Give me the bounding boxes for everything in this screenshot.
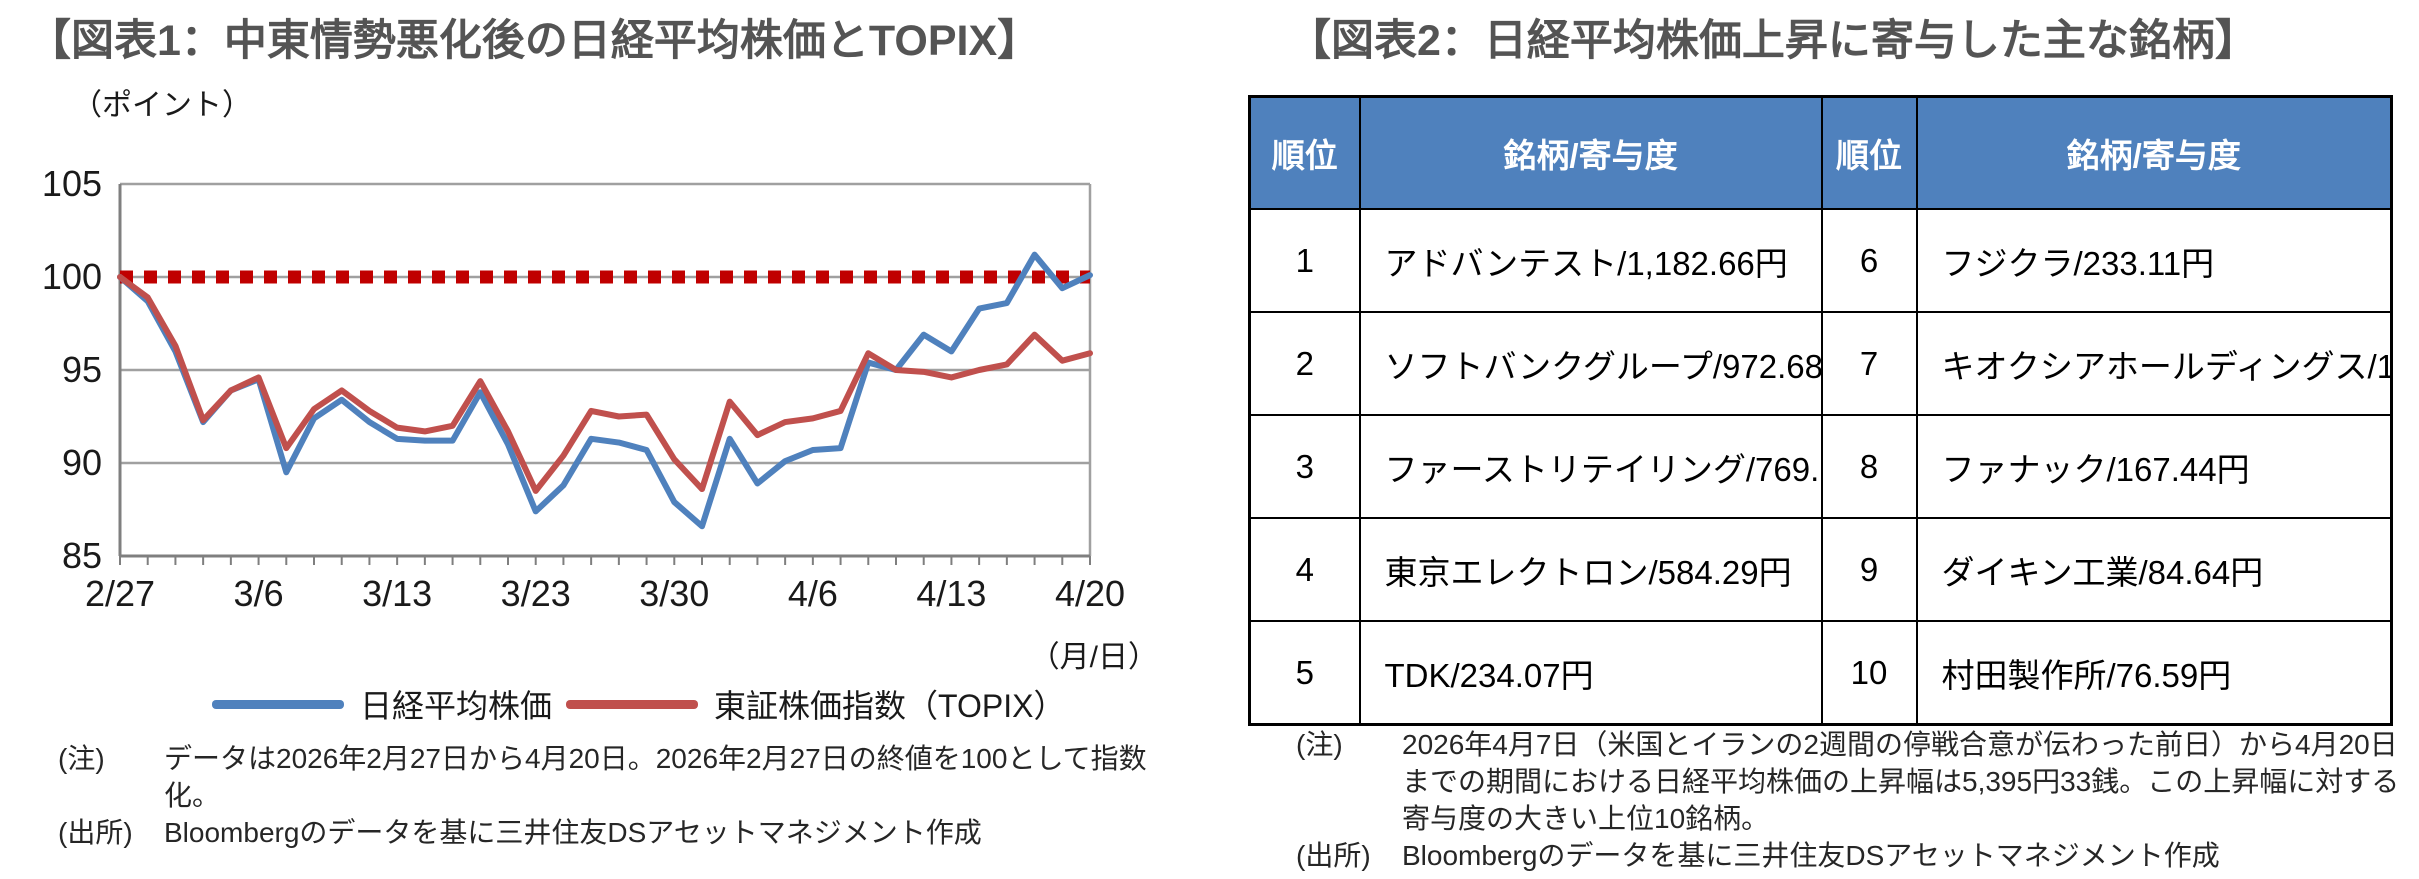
topix-line-swatch-icon [566,699,698,709]
figure2-source-text: Bloombergのデータを基に三井住友DSアセットマネジメント作成 [1402,840,2220,871]
stock-cell: TDK/234.07円 [1358,620,1823,726]
x-axis-tick-label: 2/27 [85,573,155,614]
stock-cell: ファーストリテイリング/769.13円 [1358,414,1823,519]
chart-legend: 日経平均株価 東証株価指数（TOPIX） [0,684,1160,724]
rank-cell: 9 [1820,517,1918,622]
figure2-notes: (注) 2026年4月7日（米国とイランの2週間の停戦合意が伝わった前日）から4… [1296,726,2408,874]
figure1-title: 【図表1：中東情勢悪化後の日経平均株価とTOPIX】 [28,17,1041,65]
stock-cell: フジクラ/233.11円 [1915,208,2393,313]
source-label: (出所) [1296,840,1371,871]
nikkei-topix-line-chart: 85 90 95 100 105 2/27 3/6 3/13 3/23 3/30 4/6 4/13 4/… [42,163,1125,614]
legend-item-nikkei: 日経平均株価 [212,684,552,724]
y-axis-tick-label: 100 [42,256,102,297]
note-label: (注) [1296,729,1343,760]
rank-cell: 1 [1248,208,1361,313]
figure1-note-text: データは2026年2月27日から4月20日。2026年2月27日の終値を100と… [164,743,1147,811]
stock-cell: ファナック/167.44円 [1915,414,2393,519]
contribution-ranking-table: 順位 銘柄/寄与度 順位 銘柄/寄与度 1 アドバンテスト/1,182.66円 6 フ… [1248,95,2393,726]
header-rank-right: 順位 [1820,95,1918,210]
x-axis-tick-label: 3/30 [639,573,709,614]
y-axis-tick-label: 90 [62,442,102,483]
y-axis-tick-label: 105 [42,163,102,204]
nikkei-line-swatch-icon [212,699,344,709]
rank-cell: 2 [1248,311,1361,416]
x-axis-tick-label: 4/6 [788,573,838,614]
x-axis-tick-label: 4/20 [1055,573,1125,614]
legend-label-topix: 東証株価指数（TOPIX） [714,688,1066,724]
y-axis-tick-label: 85 [62,535,102,576]
legend-item-topix: 東証株価指数（TOPIX） [566,684,1065,724]
rank-cell: 10 [1820,620,1918,726]
header-stock-left: 銘柄/寄与度 [1358,95,1823,210]
table-row: 5 TDK/234.07円 10 村田製作所/76.59円 [1248,620,2393,726]
stock-cell: 村田製作所/76.59円 [1915,620,2393,726]
header-stock-right: 銘柄/寄与度 [1915,95,2393,210]
rank-cell: 6 [1820,208,1918,313]
table-row: 1 アドバンテスト/1,182.66円 6 フジクラ/233.11円 [1248,208,2393,313]
y-axis-unit-label: （ポイント） [72,89,252,122]
table-header-row: 順位 銘柄/寄与度 順位 銘柄/寄与度 [1248,95,2393,210]
stock-cell: 東京エレクトロン/584.29円 [1358,517,1823,622]
table-row: 2ソフトバンクグループ/972.68円7キオクシアホールディングス/169.89… [1248,311,2393,416]
rank-cell: 8 [1820,414,1918,519]
rank-cell: 3 [1248,414,1361,519]
stock-cell: アドバンテスト/1,182.66円 [1358,208,1823,313]
x-axis-tick-label: 3/23 [501,573,571,614]
figure1-source-text: Bloombergのデータを基に三井住友DSアセットマネジメント作成 [164,817,982,848]
stock-cell: ソフトバンクグループ/972.68円 [1358,311,1823,416]
y-axis-tick-label: 95 [62,349,102,390]
source-label: (出所) [58,817,133,848]
rank-cell: 7 [1820,311,1918,416]
stock-cell: キオクシアホールディングス/169.89円 [1915,311,2393,416]
figure2-note-text: 2026年4月7日（米国とイランの2週間の停戦合意が伝わった前日）から4月20日… [1402,729,2400,834]
note-label: (注) [58,743,105,774]
x-axis-unit-label: （月/日） [1029,641,1158,674]
rank-cell: 5 [1248,620,1361,726]
nikkei-line [117,251,1093,530]
table-row: 4 東京エレクトロン/584.29円 9 ダイキン工業/84.64円 [1248,517,2393,622]
topix-line [117,274,1093,494]
figure1-notes: (注) データは2026年2月27日から4月20日。2026年2月27日の終値を… [58,740,1158,851]
x-axis-tick-label: 3/13 [362,573,432,614]
rank-cell: 4 [1248,517,1361,622]
figure2-title: 【図表2：日経平均株価上昇に寄与した主な銘柄】 [1288,17,2258,65]
stock-cell: ダイキン工業/84.64円 [1915,517,2393,622]
x-axis-tick-label: 4/13 [916,573,986,614]
legend-label-nikkei: 日経平均株価 [360,688,553,724]
x-axis-tick-label: 3/6 [234,573,284,614]
header-rank-left: 順位 [1248,95,1361,210]
